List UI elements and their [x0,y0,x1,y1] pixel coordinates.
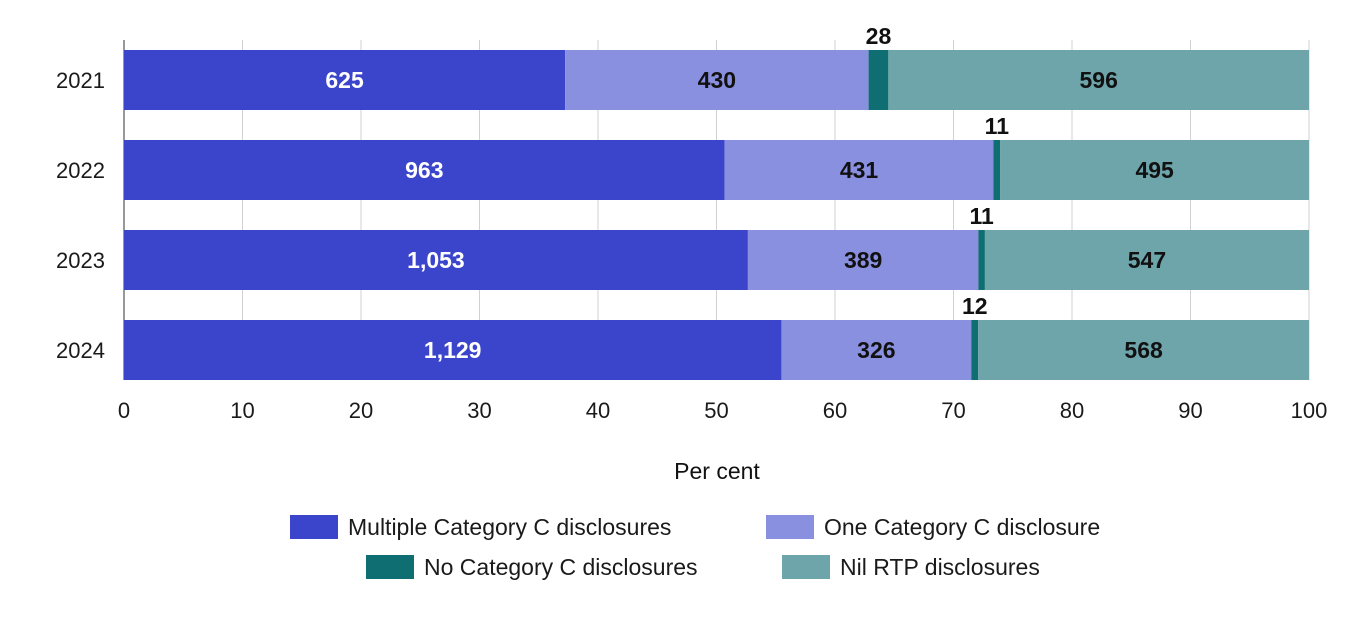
x-tick-label: 20 [349,398,373,423]
bar-segment [565,50,869,110]
bar-segment [993,140,1001,200]
bar-segment [747,230,979,290]
legend-swatch [290,515,338,539]
bar-segment [888,50,1309,110]
x-tick-label: 0 [118,398,130,423]
axis-ticks: 2021 2022 2023 2024 0 10 20 30 40 50 60 70 80 90 100 [56,68,1327,423]
x-tick-label: 90 [1178,398,1202,423]
data-label: 389 [844,247,882,273]
legend-swatch [766,515,814,539]
data-label: 495 [1135,157,1174,183]
bar-segment [124,320,782,380]
bar-segment [124,140,725,200]
y-tick-label: 2024 [56,338,105,363]
bar-segment [781,320,972,380]
data-label: 11 [969,203,994,229]
y-tick-label: 2021 [56,68,105,93]
legend-label: Multiple Category C disclosures [348,514,671,540]
data-label: 12 [962,293,988,319]
x-axis-title: Per cent [674,458,760,484]
data-label: 963 [405,157,443,183]
bars: 625 430 28 596 963 431 11 495 1,053 389 11 547 1,129… [124,23,1309,380]
x-tick-label: 50 [704,398,728,423]
y-tick-label: 2023 [56,248,105,273]
legend-item: Nil RTP disclosures [782,554,1040,580]
bar-segment [1000,140,1309,200]
x-tick-label: 70 [941,398,965,423]
legend-label: Nil RTP disclosures [840,554,1040,580]
x-tick-label: 80 [1060,398,1084,423]
legend-swatch [366,555,414,579]
legend-item: Multiple Category C disclosures [290,514,671,540]
legend-swatch [782,555,830,579]
x-tick-label: 30 [467,398,491,423]
legend-item: One Category C disclosure [766,514,1100,540]
bar-segment [971,320,979,380]
data-label: 430 [698,67,736,93]
legend-label: No Category C disclosures [424,554,698,580]
data-label: 1,129 [424,337,482,363]
data-label: 11 [985,113,1010,139]
x-tick-label: 60 [823,398,847,423]
data-label: 547 [1128,247,1166,273]
data-label: 625 [325,67,364,93]
data-label: 596 [1079,67,1117,93]
x-tick-label: 100 [1291,398,1328,423]
data-label: 326 [857,337,895,363]
x-tick-label: 10 [230,398,254,423]
bar-segment [124,230,748,290]
legend-label: One Category C disclosure [824,514,1100,540]
data-label: 1,053 [407,247,465,273]
bar-segment [124,50,566,110]
bar-segment [724,140,994,200]
data-label: 28 [866,23,892,49]
legend-item: No Category C disclosures [366,554,698,580]
data-label: 431 [840,157,879,183]
bar-segment [978,230,985,290]
bar-segment [978,320,1309,380]
bar-segment [868,50,889,110]
bar-segment [984,230,1309,290]
data-label: 568 [1124,337,1163,363]
y-tick-label: 2022 [56,158,105,183]
x-tick-label: 40 [586,398,610,423]
legend: Multiple Category C disclosures One Categ… [290,514,1100,580]
